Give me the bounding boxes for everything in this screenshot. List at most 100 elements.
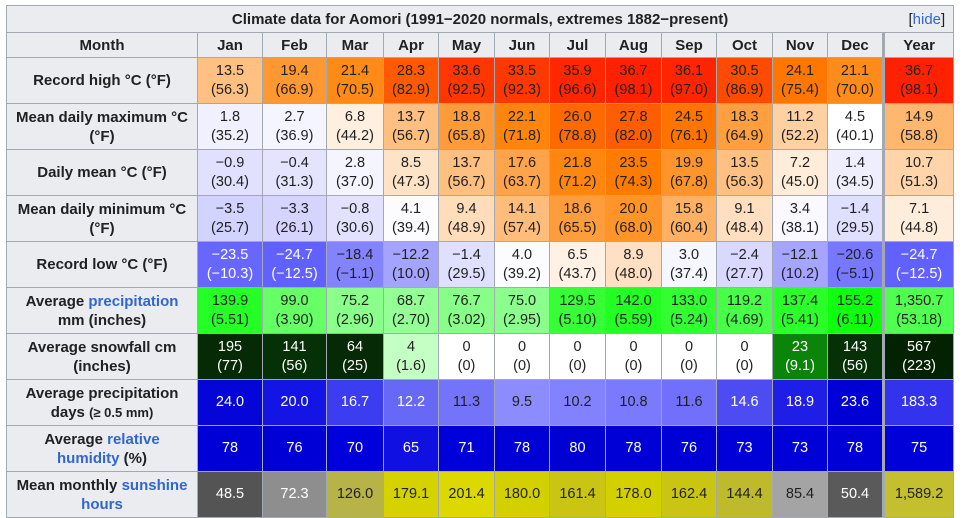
value-metric: 4.5: [844, 108, 866, 125]
value-metric: 4: [406, 338, 416, 355]
value-metric: 70: [346, 440, 364, 456]
value-metric: 80: [569, 440, 586, 456]
value-metric: 201.4: [448, 486, 485, 502]
table-title-text: Climate data for Aomori (1991−2020 norma…: [231, 10, 729, 28]
value-metric: 133.0: [670, 292, 708, 309]
value-metric: 183.3: [900, 394, 938, 410]
value-imperial: (−12.5): [895, 265, 943, 282]
cell-year: 1,350.7 (53.18): [881, 287, 955, 334]
hide-link[interactable]: hide: [912, 11, 942, 28]
cell-may: 11.3: [438, 379, 495, 426]
cell-sep: 19.9 (67.8): [661, 149, 717, 196]
label-link[interactable]: sunshine hours: [81, 476, 188, 513]
label-link[interactable]: precipitation: [88, 292, 179, 310]
label-text: Record low °C (°F): [36, 256, 168, 273]
value-metric: 21.8: [563, 154, 592, 171]
value-imperial: (38.1): [781, 219, 819, 236]
value-metric: 78: [221, 440, 239, 456]
cell-dec: 21.1 (70.0): [827, 57, 884, 104]
cell-sep: 3.0 (37.4): [661, 241, 717, 288]
cell-nov: −12.1 (10.2): [772, 241, 828, 288]
value-imperial: (86.9): [725, 81, 764, 98]
value-metric: −1.4: [840, 200, 870, 217]
value-imperial: (65.5): [558, 219, 597, 236]
cell-mar: −0.8 (30.6): [326, 195, 384, 242]
value-imperial: (10.2): [781, 265, 819, 282]
value-metric: 27.8: [619, 108, 648, 125]
value-imperial: (48.4): [725, 219, 764, 236]
cell-dec: 4.5 (40.1): [827, 103, 884, 150]
value-metric: 3.4: [789, 200, 811, 217]
value-metric: 50.4: [840, 486, 870, 502]
value-imperial: (71.2): [558, 173, 597, 190]
cell-oct: −2.4 (27.7): [716, 241, 773, 288]
label-link[interactable]: relative humidity: [57, 430, 160, 467]
value-metric: 99.0: [280, 292, 309, 309]
value-metric: 3.0: [678, 246, 700, 263]
cell-apr: 13.7 (56.7): [383, 103, 439, 150]
value-imperial: (223): [902, 357, 937, 374]
cell-aug: 142.0 (5.59): [605, 287, 662, 334]
cell-oct: 9.1 (48.4): [716, 195, 773, 242]
cell-nov: 11.2 (52.2): [772, 103, 828, 150]
value-metric: 78: [513, 440, 531, 456]
value-imperial: (48.0): [614, 265, 653, 282]
row-label: Average snowfall cm (inches): [6, 333, 198, 380]
value-imperial: (66.9): [275, 81, 314, 98]
cell-jan: 1.8 (35.2): [197, 103, 263, 150]
cell-nov: 24.1 (75.4): [772, 57, 828, 104]
value-imperial: (2.70): [392, 311, 430, 328]
value-metric: 28.3: [396, 62, 426, 79]
value-metric: 119.2: [726, 292, 763, 309]
value-metric: 0: [517, 338, 527, 355]
value-imperial: (0): [457, 357, 476, 374]
value-imperial: (5.41): [781, 311, 819, 328]
cell-jun: 4.0 (39.2): [494, 241, 550, 288]
row-average-relative-humidity: Average relative humidity (%) 78 76 70 65 71 7…: [6, 425, 955, 472]
value-metric: 18.6: [563, 200, 592, 217]
bracket: ]: [941, 11, 946, 28]
value-metric: −0.4: [280, 154, 309, 171]
row-daily-mean: Daily mean °C (°F) −0.9 (30.4) −0.4 (31.3) 2.…: [6, 149, 955, 196]
value-metric: −1.4: [452, 246, 481, 263]
value-imperial: (0): [680, 357, 698, 374]
row-label: Mean monthly sunshine hours: [6, 471, 198, 518]
value-metric: 9.1: [734, 200, 755, 217]
row-mean-monthly-sunshine-hours: Mean monthly sunshine hours 48.5 72.3 126.0…: [6, 471, 955, 518]
value-metric: −3.5: [215, 200, 245, 217]
value-metric: 18.9: [785, 394, 815, 410]
value-metric: 48.5: [215, 486, 245, 502]
value-metric: 20.0: [280, 394, 309, 410]
value-imperial: (30.4): [211, 173, 249, 190]
value-imperial: (96.6): [558, 81, 597, 98]
value-metric: 13.5: [215, 62, 245, 79]
value-imperial: (56.3): [211, 81, 249, 98]
table-title: Climate data for Aomori (1991−2020 norma…: [5, 5, 955, 33]
value-metric: 76: [680, 440, 698, 456]
value-imperial: (5.59): [614, 311, 653, 328]
cell-year: 567 (223): [881, 333, 955, 380]
row-label: Mean daily minimum °C (°F): [6, 195, 198, 242]
value-imperial: (92.5): [447, 81, 486, 98]
cell-jan: 78: [197, 425, 263, 472]
cell-feb: 20.0: [262, 379, 327, 426]
value-metric: 141: [282, 338, 307, 355]
value-imperial: (−1.1): [335, 265, 375, 282]
value-imperial: (44.8): [900, 219, 939, 236]
value-metric: 24.0: [215, 394, 245, 410]
value-imperial: (34.5): [836, 173, 874, 190]
value-imperial: (45.0): [781, 173, 819, 190]
value-imperial: (0): [513, 357, 531, 374]
cell-mar: 64 (25): [326, 333, 384, 380]
column-header-aug: Aug: [605, 32, 662, 58]
cell-dec: −20.6 (−5.1): [827, 241, 884, 288]
value-metric: 26.0: [563, 108, 592, 125]
cell-oct: 14.6: [716, 379, 773, 426]
value-metric: 2.8: [344, 154, 366, 171]
value-imperial: (56.3): [725, 173, 764, 190]
cell-sep: 15.8 (60.4): [661, 195, 717, 242]
value-imperial: (4.69): [725, 311, 764, 328]
label-text: (%): [119, 449, 147, 467]
cell-dec: 23.6: [827, 379, 884, 426]
value-metric: 11.3: [452, 394, 481, 410]
